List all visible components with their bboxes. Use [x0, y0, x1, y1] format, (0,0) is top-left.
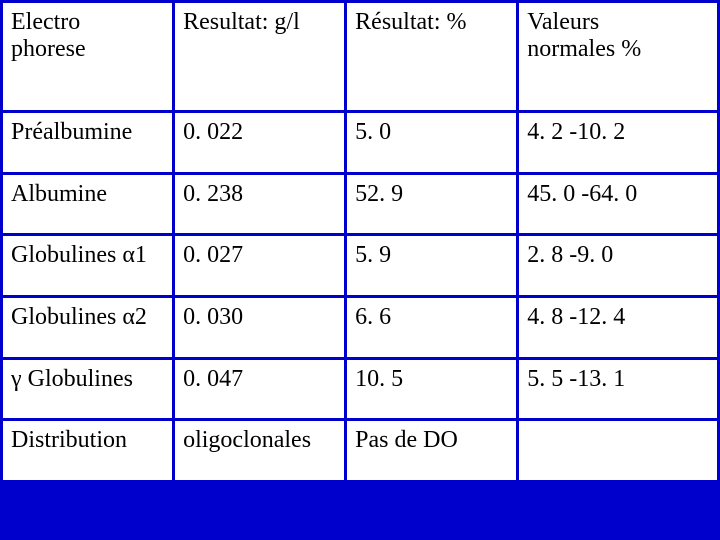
table-row: Albumine0. 23852. 945. 0 -64. 0 [2, 173, 719, 235]
table-cell [518, 420, 719, 482]
column-header-3: Valeurs normales % [518, 2, 719, 112]
column-header-1: Resultat: g/l [174, 2, 346, 112]
table-cell: 5. 0 [346, 112, 518, 174]
electrophorese-table: Electro phoreseResultat: g/lRésultat: %V… [0, 0, 720, 540]
table-cell: 45. 0 -64. 0 [518, 173, 719, 235]
table-row: Globulines α20. 0306. 64. 8 -12. 4 [2, 296, 719, 358]
table-cell: 5. 5 -13. 1 [518, 358, 719, 420]
table-cell: Globulines α2 [2, 296, 174, 358]
table-row: Globulines α10. 0275. 92. 8 -9. 0 [2, 235, 719, 297]
table-footer-cell [2, 481, 174, 538]
table-row: γ Globulines0. 04710. 55. 5 -13. 1 [2, 358, 719, 420]
column-header-2: Résultat: % [346, 2, 518, 112]
table-header-row: Electro phoreseResultat: g/lRésultat: %V… [2, 2, 719, 112]
table-cell: 52. 9 [346, 173, 518, 235]
column-header-0: Electro phorese [2, 2, 174, 112]
table-footer-cell [518, 481, 719, 538]
table-cell: oligoclonales [174, 420, 346, 482]
table-cell: 2. 8 -9. 0 [518, 235, 719, 297]
table-cell: 5. 9 [346, 235, 518, 297]
table-cell: Albumine [2, 173, 174, 235]
table-cell: Préalbumine [2, 112, 174, 174]
table-cell: Globulines α1 [2, 235, 174, 297]
table-row: Préalbumine0. 0225. 04. 2 -10. 2 [2, 112, 719, 174]
table-footer-cell [346, 481, 518, 538]
table-row: DistributionoligoclonalesPas de DO [2, 420, 719, 482]
table-cell: 0. 047 [174, 358, 346, 420]
table-footer-cell [174, 481, 346, 538]
table-container: Electro phoreseResultat: g/lRésultat: %V… [0, 0, 720, 540]
table-cell: Pas de DO [346, 420, 518, 482]
table-cell: 4. 2 -10. 2 [518, 112, 719, 174]
table-cell: γ Globulines [2, 358, 174, 420]
table-cell: 6. 6 [346, 296, 518, 358]
table-cell: Distribution [2, 420, 174, 482]
table-cell: 10. 5 [346, 358, 518, 420]
table-cell: 0. 238 [174, 173, 346, 235]
table-cell: 4. 8 -12. 4 [518, 296, 719, 358]
table-cell: 0. 027 [174, 235, 346, 297]
table-footer-row [2, 481, 719, 538]
table-cell: 0. 022 [174, 112, 346, 174]
table-cell: 0. 030 [174, 296, 346, 358]
